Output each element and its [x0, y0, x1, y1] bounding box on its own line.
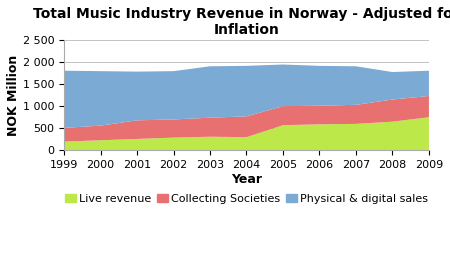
Title: Total Music Industry Revenue in Norway - Adjusted for
Inflation: Total Music Industry Revenue in Norway -…	[33, 7, 450, 37]
X-axis label: Year: Year	[231, 173, 262, 186]
Y-axis label: NOK Million: NOK Million	[7, 54, 20, 136]
Legend: Live revenue, Collecting Societies, Physical & digital sales: Live revenue, Collecting Societies, Phys…	[60, 189, 433, 208]
